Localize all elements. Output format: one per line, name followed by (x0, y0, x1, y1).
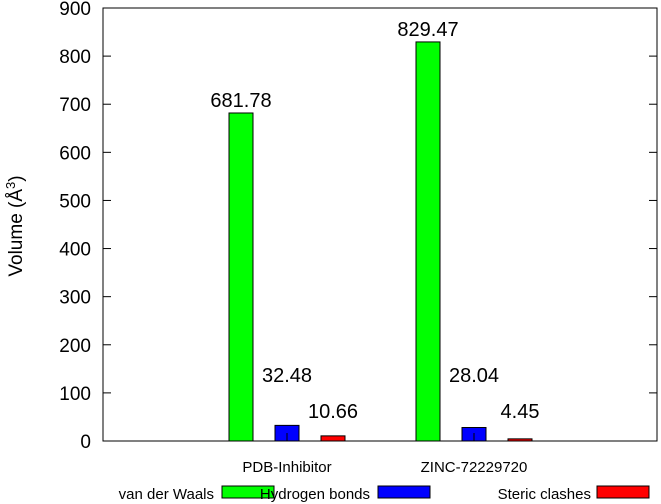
legend-swatch (377, 485, 431, 499)
bar-labels: 681.78 829.47 32.48 28.04 10.66 4.45 (210, 19, 539, 423)
bar-value-label: 681.78 (210, 90, 271, 112)
bar-value-label: 32.48 (262, 365, 312, 387)
legend: van der Waals Hydrogen bonds Steric clashe… (119, 485, 650, 503)
bar (320, 435, 346, 442)
y-ticks: 0 100 200 300 400 500 600 700 800 900 (59, 0, 657, 453)
bar-value-label: 28.04 (449, 365, 499, 387)
bar (415, 41, 441, 442)
y-tick-label: 500 (59, 191, 91, 212)
legend-swatch (221, 485, 275, 499)
svg-text:Volume (Å3): Volume (Å3) (3, 175, 27, 276)
y-tick-label: 300 (59, 288, 91, 309)
y-tick-label: 200 (59, 336, 91, 357)
y-tick-label: 800 (59, 47, 91, 68)
legend-label: van der Waals (119, 486, 214, 503)
bar-value-label: 829.47 (397, 19, 458, 41)
y-tick-label: 700 (59, 95, 91, 116)
bar-value-label: 10.66 (308, 401, 358, 423)
y-tick-label: 400 (59, 240, 91, 261)
plot-frame (102, 7, 658, 442)
legend-label: Hydrogen bonds (260, 486, 370, 503)
bar-value-label: 4.45 (501, 401, 540, 423)
x-tick-labels: PDB-Inhibitor ZINC-72229720 (242, 433, 527, 476)
x-tick-label: ZINC-72229720 (421, 459, 528, 476)
legend-label: Steric clashes (498, 486, 591, 503)
y-tick-label: 100 (59, 384, 91, 405)
y-tick-label: 900 (59, 0, 91, 20)
bar (228, 112, 254, 442)
bars (228, 41, 533, 442)
y-axis-label: Volume (Å3) (3, 175, 27, 276)
legend-swatch (596, 485, 650, 499)
x-tick-label: PDB-Inhibitor (242, 459, 331, 476)
y-tick-label: 0 (80, 432, 91, 453)
y-tick-label: 600 (59, 143, 91, 164)
